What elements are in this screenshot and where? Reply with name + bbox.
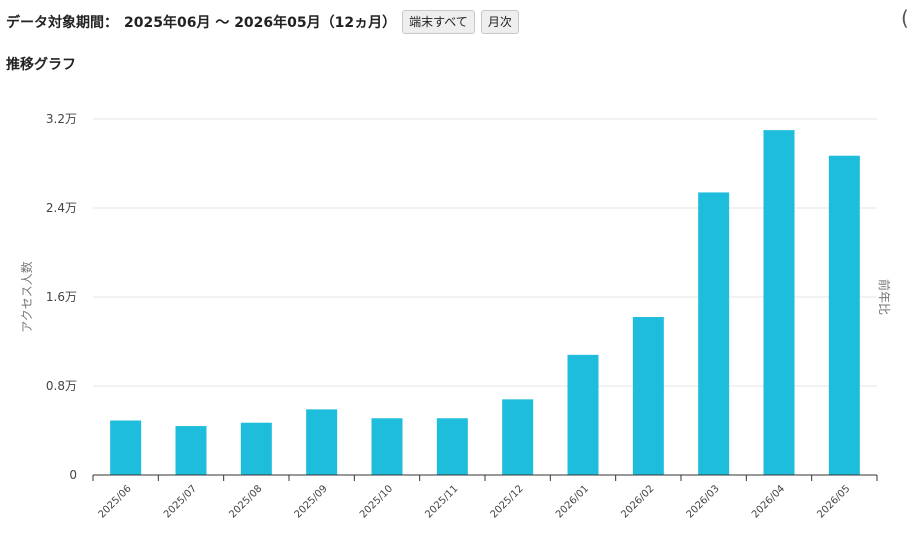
bar[interactable] — [502, 399, 534, 475]
bar[interactable] — [567, 354, 599, 475]
right-paren: ( — [901, 6, 909, 30]
period-value: 2025年06月 〜 2026年05月（12ヵ月） — [124, 15, 397, 31]
bar[interactable] — [175, 426, 207, 475]
x-tick-label: 2026/05 — [815, 483, 852, 520]
x-tick-label: 2025/11 — [423, 483, 460, 520]
bar[interactable] — [240, 422, 272, 475]
y-tick-label: 0 — [69, 468, 77, 482]
x-tick-label: 2025/12 — [489, 483, 526, 520]
y-tick-label: 1.6万 — [46, 290, 77, 304]
x-tick-label: 2025/07 — [162, 483, 199, 520]
y-tick-label: 2.4万 — [46, 201, 77, 215]
bar[interactable] — [698, 192, 730, 476]
y-tick-label: 0.8万 — [46, 379, 77, 393]
y-axis-title: アクセス人数 — [19, 261, 34, 332]
bar[interactable] — [436, 418, 468, 475]
y2-axis-title: 前年比 — [877, 279, 892, 315]
period-header: データ対象期間： 2025年06月 〜 2026年05月（12ヵ月） 端末すべて… — [6, 9, 519, 35]
x-tick-label: 2026/04 — [750, 483, 787, 520]
bar[interactable] — [110, 420, 142, 475]
bar[interactable] — [371, 418, 403, 475]
x-tick-label: 2025/10 — [358, 483, 395, 520]
device-filter-button[interactable]: 端末すべて — [402, 10, 475, 34]
bar[interactable] — [632, 317, 664, 475]
x-tick-label: 2025/09 — [293, 483, 330, 520]
bar[interactable] — [306, 409, 338, 475]
section-title: 推移グラフ — [6, 57, 76, 73]
x-tick-label: 2025/08 — [227, 483, 264, 520]
x-tick-label: 2026/02 — [619, 483, 656, 520]
period-label: データ対象期間： — [6, 15, 118, 31]
x-tick-label: 2026/03 — [685, 483, 722, 520]
bar[interactable] — [763, 130, 795, 475]
x-tick-label: 2025/06 — [97, 483, 134, 520]
x-tick-label: 2026/01 — [554, 483, 591, 520]
bar[interactable] — [828, 155, 860, 475]
interval-button[interactable]: 月次 — [480, 10, 519, 34]
y-tick-label: 3.2万 — [46, 112, 77, 126]
